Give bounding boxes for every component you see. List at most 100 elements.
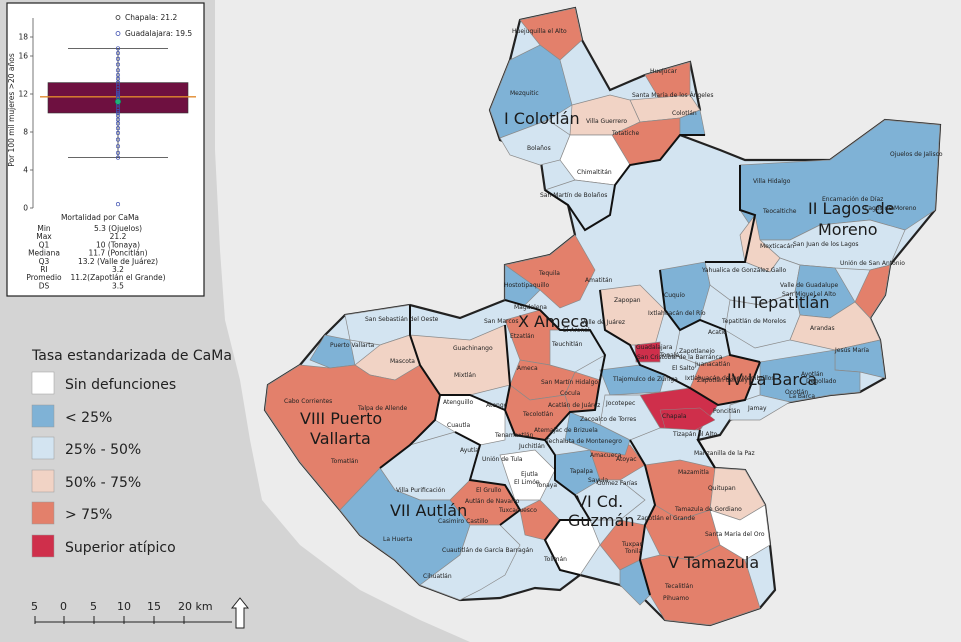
municipality-label: Pihuamo	[663, 595, 689, 602]
municipality-label: Tequila	[538, 270, 560, 277]
municipality-label: San Miguel el Alto	[782, 291, 836, 298]
muni-tecalitlan-pihuamo[interactable]	[639, 544, 761, 626]
legend-swatch	[31, 404, 55, 428]
muni-tlajomulco[interactable]	[599, 364, 666, 396]
muni-tequila[interactable]	[504, 234, 596, 309]
stat-value: 3.5	[112, 281, 124, 290]
data-point	[115, 72, 121, 78]
municipality-label: Atenguillo	[443, 399, 473, 406]
municipality-label: Tizapán el Alto	[672, 431, 718, 438]
stat-value: 13.2 (Valle de Juárez)	[78, 257, 158, 266]
municipality-label: Ocotlán	[785, 389, 808, 396]
legend-label: > 75%	[65, 507, 112, 523]
scale-tick: 5	[31, 600, 38, 613]
data-point	[115, 91, 121, 96]
y-tick-label: 4	[23, 166, 28, 175]
data-point	[115, 83, 121, 88]
chapala-lake	[659, 407, 716, 431]
municipality-label: Santa María del Oro	[705, 531, 765, 538]
stat-key: Q3	[39, 257, 50, 266]
municipality-label: Jocotepec	[605, 400, 635, 407]
muni-jocotepec[interactable]	[599, 394, 661, 441]
stat-key: DS	[39, 281, 50, 290]
muni-jamay[interactable]	[729, 394, 791, 421]
stat-value: 10 (Tonaya)	[96, 240, 140, 249]
municipality-label: Etzatlán	[510, 333, 535, 340]
region-label: Moreno	[818, 220, 878, 239]
municipality-label: Arandas	[810, 325, 835, 332]
data-point	[115, 51, 121, 56]
region-label: X Ameca	[518, 312, 589, 331]
muni-zacoalco[interactable]	[564, 411, 631, 456]
muni-arandas[interactable]	[789, 301, 881, 351]
municipality-label: Ameca	[517, 365, 538, 372]
stat-value: 11.2(Zapotlán el Grande)	[70, 273, 165, 282]
municipality-label: Cocula	[560, 390, 581, 397]
municipality-label: Casimiro Castillo	[438, 518, 488, 525]
municipality-label: Cuquío	[664, 292, 685, 299]
municipality-label: Valle de Juárez	[581, 319, 625, 326]
muni-huejuquilla[interactable]	[519, 7, 583, 61]
municipality-label: Tolimán	[543, 556, 567, 563]
municipality-label: Magdalena	[514, 304, 547, 311]
stat-value: 5.3 (Ojuelos)	[94, 224, 142, 233]
stat-key: Q1	[39, 240, 50, 249]
municipality-label: Ixtlahuacán del Río	[648, 310, 706, 317]
municipality-label: Chimaltitán	[577, 169, 612, 176]
municipality-label: Lagos de Moreno	[865, 205, 917, 212]
municipality-label: Villa Guerrero	[586, 118, 627, 125]
municipality-label: Mezquitic	[510, 90, 539, 97]
data-point	[115, 126, 121, 131]
boxplot-chart: 0 4 8 12 16 18 Por 100 mil mujeres >20 años Cha…	[7, 13, 196, 213]
scale-tick: 20 km	[178, 600, 213, 613]
legend: Tasa estandarizada de CaMa Sin defuncion…	[31, 348, 232, 558]
municipality-label: Tepatitlán de Morelos	[721, 318, 786, 325]
data-point	[115, 86, 121, 91]
region-label: V Tamazula	[668, 553, 759, 572]
municipality-label: Teuchitlán	[551, 341, 583, 348]
region-label: Vallarta	[310, 429, 371, 448]
legend-label: 50% - 75%	[65, 475, 141, 491]
region-boundaries	[379, 134, 761, 596]
municipality-label: Chapala	[662, 413, 687, 420]
legend-title: Tasa estandarizada de CaMa	[31, 348, 232, 364]
data-point	[115, 80, 121, 85]
y-tick-label: 16	[18, 52, 28, 61]
muni-mezquitic[interactable]	[489, 44, 573, 139]
municipality-label: Tlajomulco de Zúñiga	[612, 376, 678, 383]
data-point	[115, 62, 121, 67]
municipality-label: Atengo	[486, 402, 508, 409]
municipality-label: Jamay	[747, 405, 767, 412]
municipality-label: Valle de Guadalupe	[780, 282, 839, 289]
legend-swatch	[31, 501, 55, 525]
data-point	[115, 56, 121, 61]
municipality-label: Cihuatlán	[423, 573, 452, 580]
data-point	[115, 110, 121, 116]
muni-ejutla-tonaya[interactable]	[499, 449, 556, 501]
scale-tick: 0	[60, 600, 67, 613]
legend-label: Superior atípico	[65, 540, 176, 556]
data-point	[115, 150, 121, 155]
municipality-label: Poncitlán	[713, 408, 741, 415]
muni-cuautitlan[interactable]	[419, 524, 521, 601]
municipality-label: Atemajac de Brizuela	[534, 427, 598, 434]
data-point	[115, 137, 121, 142]
municipality-label: Teocaltiche	[762, 208, 797, 215]
municipality-label: Amacueca	[590, 452, 622, 459]
municipality-label: Manzanilla de la Paz	[694, 450, 755, 457]
municipality-label: La Huerta	[383, 536, 413, 543]
inset-panel: 0 4 8 12 16 18 Por 100 mil mujeres >20 años Cha…	[6, 2, 205, 297]
municipality-label: Zacoalco de Torres	[580, 416, 636, 423]
municipality-label: Tenamaxtlán	[494, 432, 534, 439]
municipality-label: Ojuelos de Jalisco	[890, 151, 943, 158]
municipality-label: Techaluta de Montenegro	[545, 438, 622, 445]
municipality-label: Jesús María	[834, 347, 869, 354]
data-point	[115, 68, 121, 73]
municipality-label: Zapotlanejo	[679, 348, 715, 355]
municipality-labels: Huejuquilla el Alto Mezquitic Huejúcar Sant…	[284, 28, 943, 602]
municipality-label: Quitupan	[708, 485, 736, 492]
muni-union-san-antonio[interactable]	[854, 264, 891, 319]
legend-swatch	[31, 469, 55, 493]
y-tick-label: 0	[23, 204, 28, 213]
data-point	[115, 113, 121, 118]
